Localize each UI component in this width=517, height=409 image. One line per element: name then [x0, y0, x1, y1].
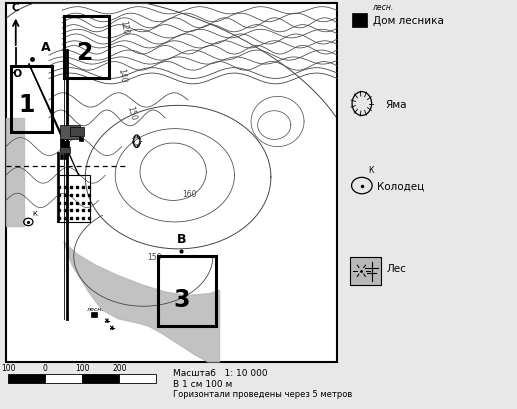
- Bar: [70, 128, 84, 137]
- Text: В: В: [176, 233, 186, 246]
- Text: лесн.: лесн.: [372, 3, 393, 12]
- Bar: [352, 14, 367, 28]
- Text: Колодец: Колодец: [377, 181, 424, 191]
- Text: Дом лесника: Дом лесника: [373, 16, 444, 25]
- Polygon shape: [64, 242, 220, 362]
- Bar: [45, 374, 82, 383]
- Bar: [64, 17, 109, 79]
- Text: В 1 см 100 м: В 1 см 100 м: [173, 379, 232, 388]
- Text: лесн.: лесн.: [86, 306, 104, 311]
- Text: 100: 100: [75, 364, 89, 373]
- Bar: [11, 67, 52, 133]
- Text: 160: 160: [183, 189, 197, 198]
- Text: К: К: [369, 166, 374, 175]
- Bar: [60, 140, 63, 147]
- Text: Лес: Лес: [387, 263, 406, 273]
- Text: 120: 120: [118, 20, 129, 35]
- Bar: [8, 374, 45, 383]
- Bar: [66, 142, 69, 148]
- Bar: [119, 374, 156, 383]
- Text: А: А: [41, 41, 50, 54]
- Text: 3: 3: [173, 288, 190, 312]
- Bar: [92, 312, 97, 317]
- Text: Ю: Ю: [10, 68, 22, 79]
- Bar: [158, 256, 216, 326]
- Bar: [64, 155, 67, 160]
- Polygon shape: [6, 119, 24, 226]
- Bar: [60, 148, 70, 154]
- Text: Яма: Яма: [386, 99, 407, 109]
- Text: Масштаб   1: 10 000: Масштаб 1: 10 000: [173, 369, 267, 378]
- Bar: [63, 142, 66, 148]
- Text: 150: 150: [126, 105, 138, 121]
- Text: К: К: [33, 210, 38, 216]
- Text: 1: 1: [18, 93, 35, 117]
- Bar: [57, 176, 60, 222]
- Text: 200: 200: [112, 364, 127, 373]
- Text: 140: 140: [116, 68, 128, 83]
- Text: 2: 2: [76, 41, 92, 65]
- Bar: [350, 257, 381, 285]
- Text: 150: 150: [148, 252, 162, 261]
- Text: 100: 100: [1, 364, 16, 373]
- Bar: [6, 4, 337, 362]
- Bar: [57, 176, 90, 222]
- Bar: [60, 126, 80, 140]
- Bar: [60, 155, 63, 160]
- Text: С: С: [12, 3, 20, 13]
- Bar: [82, 374, 119, 383]
- Bar: [79, 137, 83, 142]
- Text: 0: 0: [43, 364, 48, 373]
- Text: Горизонтали проведены через 5 метров: Горизонтали проведены через 5 метров: [173, 389, 352, 398]
- Bar: [57, 153, 59, 222]
